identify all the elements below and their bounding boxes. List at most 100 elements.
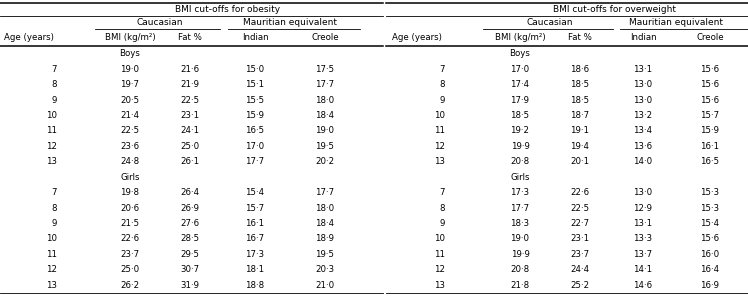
Text: 17·7: 17·7 [316,188,334,197]
Text: 16·1: 16·1 [245,219,265,228]
Text: 22·5: 22·5 [120,126,140,135]
Text: 25·2: 25·2 [571,281,589,290]
Text: Age (years): Age (years) [4,33,54,42]
Text: BMI (kg/m²): BMI (kg/m²) [105,33,156,42]
Text: 13·0: 13·0 [634,80,652,89]
Text: 17·0: 17·0 [245,142,265,151]
Text: 13: 13 [434,281,445,290]
Text: 15·1: 15·1 [245,80,265,89]
Text: 12·9: 12·9 [634,204,652,213]
Text: 23·1: 23·1 [180,111,200,120]
Text: 19·9: 19·9 [511,142,530,151]
Text: 31·9: 31·9 [180,281,200,290]
Text: 16·9: 16·9 [700,281,720,290]
Text: 15·9: 15·9 [245,111,265,120]
Text: 14·0: 14·0 [634,157,652,166]
Text: 23·7: 23·7 [571,250,589,259]
Text: 30·7: 30·7 [180,265,200,274]
Text: 16·4: 16·4 [700,265,720,274]
Text: 7: 7 [440,65,445,74]
Text: 23·6: 23·6 [120,142,140,151]
Text: 15·9: 15·9 [700,126,720,135]
Text: 19·0: 19·0 [120,65,139,74]
Text: 20·6: 20·6 [120,204,140,213]
Text: 15·6: 15·6 [700,96,720,104]
Text: 19·0: 19·0 [316,126,334,135]
Text: 18·5: 18·5 [571,80,589,89]
Text: 18·7: 18·7 [571,111,589,120]
Text: 7: 7 [52,65,57,74]
Text: Boys: Boys [120,49,141,58]
Text: 15·3: 15·3 [700,204,720,213]
Text: 13·1: 13·1 [634,65,652,74]
Text: Creole: Creole [696,33,724,42]
Text: 9: 9 [440,219,445,228]
Text: 17·3: 17·3 [510,188,530,197]
Text: 15·6: 15·6 [700,80,720,89]
Text: 12: 12 [46,142,57,151]
Text: 23·1: 23·1 [571,234,589,244]
Text: 15·7: 15·7 [700,111,720,120]
Text: 11: 11 [46,250,57,259]
Text: 11: 11 [434,250,445,259]
Text: 16·5: 16·5 [700,157,720,166]
Text: 20·3: 20·3 [316,265,334,274]
Text: 17·5: 17·5 [316,65,334,74]
Text: 8: 8 [440,204,445,213]
Text: Creole: Creole [311,33,339,42]
Text: 17·7: 17·7 [510,204,530,213]
Text: 18·5: 18·5 [510,111,530,120]
Text: 26·2: 26·2 [120,281,140,290]
Text: 17·0: 17·0 [510,65,530,74]
Text: 22·5: 22·5 [571,204,589,213]
Text: 15·5: 15·5 [245,96,265,104]
Text: Indian: Indian [630,33,656,42]
Text: 13·3: 13·3 [634,234,652,244]
Text: 12: 12 [46,265,57,274]
Text: 18·3: 18·3 [510,219,530,228]
Text: 23·7: 23·7 [120,250,140,259]
Text: 8: 8 [52,204,57,213]
Text: 19·4: 19·4 [571,142,589,151]
Text: 8: 8 [52,80,57,89]
Text: 18·0: 18·0 [316,204,334,213]
Text: 13: 13 [46,157,57,166]
Text: 15·4: 15·4 [245,188,265,197]
Text: 18·4: 18·4 [316,111,334,120]
Text: 24·4: 24·4 [571,265,589,274]
Text: 27·6: 27·6 [180,219,200,228]
Text: Fat %: Fat % [568,33,592,42]
Text: 16·5: 16·5 [245,126,265,135]
Text: 13·4: 13·4 [634,126,652,135]
Text: 12: 12 [434,142,445,151]
Text: 8: 8 [440,80,445,89]
Text: 10: 10 [434,234,445,244]
Text: 25·0: 25·0 [180,142,200,151]
Text: 17·3: 17·3 [245,250,265,259]
Text: 20·5: 20·5 [120,96,140,104]
Text: 26·1: 26·1 [180,157,200,166]
Text: 13·0: 13·0 [634,188,652,197]
Text: Fat %: Fat % [178,33,202,42]
Text: 21·8: 21·8 [510,281,530,290]
Text: 20·8: 20·8 [510,265,530,274]
Text: 16·0: 16·0 [700,250,720,259]
Text: 22·6: 22·6 [120,234,140,244]
Text: 21·0: 21·0 [316,281,334,290]
Text: 22·6: 22·6 [571,188,589,197]
Text: 28·5: 28·5 [180,234,200,244]
Text: 15·4: 15·4 [700,219,720,228]
Text: 13·1: 13·1 [634,219,652,228]
Text: Age (years): Age (years) [392,33,442,42]
Text: 25·0: 25·0 [120,265,140,274]
Text: 11: 11 [434,126,445,135]
Text: 22·7: 22·7 [571,219,589,228]
Text: 18·9: 18·9 [316,234,334,244]
Text: 7: 7 [52,188,57,197]
Text: 15·7: 15·7 [245,204,265,213]
Text: 18·5: 18·5 [571,96,589,104]
Text: 26·4: 26·4 [180,188,200,197]
Text: 15·3: 15·3 [700,188,720,197]
Text: 21·4: 21·4 [120,111,140,120]
Text: 9: 9 [52,219,57,228]
